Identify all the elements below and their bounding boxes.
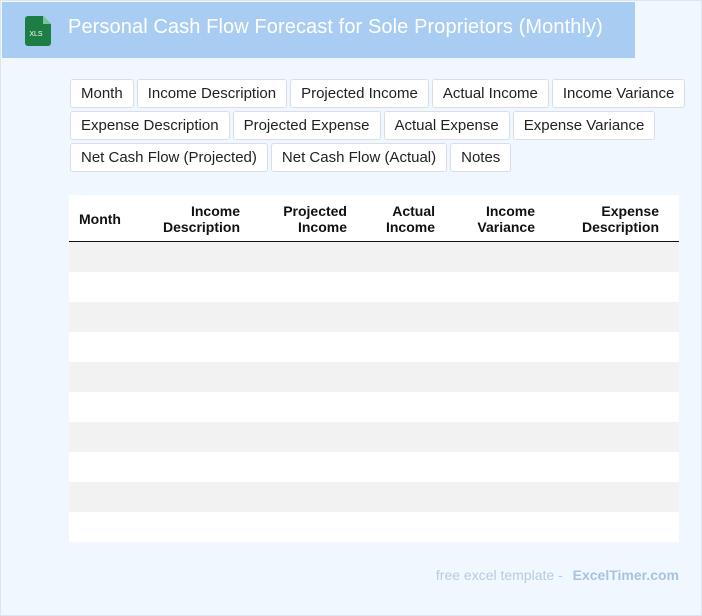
chip-net-cash-flow-projected[interactable]: Net Cash Flow (Projected) — [70, 143, 268, 172]
col-header-income-description: Income Description — [162, 203, 240, 235]
table-body — [69, 242, 679, 542]
table-row[interactable] — [69, 482, 679, 512]
col-header-month: Month — [79, 211, 121, 227]
table-header: Month Income Description Projected Income … — [69, 195, 679, 242]
col-header-projected-income: Projected Income — [283, 203, 347, 235]
footer-credit: free excel template - ExcelTimer.com — [436, 567, 679, 583]
chip-expense-variance[interactable]: Expense Variance — [512, 111, 656, 140]
table-row[interactable] — [69, 512, 679, 542]
col-header-actual-income: Actual Income — [385, 203, 435, 235]
col-header-expense-description: Expense Description — [581, 203, 659, 235]
chip-actual-income[interactable]: Actual Income — [431, 79, 549, 108]
table-row[interactable] — [69, 272, 679, 302]
chip-actual-expense[interactable]: Actual Expense — [383, 111, 510, 140]
table-row[interactable] — [69, 332, 679, 362]
chip-expense-description[interactable]: Expense Description — [70, 111, 230, 140]
title-banner: XLS Personal Cash Flow Forecast for Sole… — [2, 2, 635, 58]
chip-net-cash-flow-actual[interactable]: Net Cash Flow (Actual) — [270, 143, 448, 172]
field-chips: Month Income Description Projected Incom… — [70, 79, 690, 175]
page-title: Personal Cash Flow Forecast for Sole Pro… — [68, 16, 603, 38]
table-row[interactable] — [69, 302, 679, 332]
table-row[interactable] — [69, 452, 679, 482]
xls-file-icon: XLS — [25, 16, 51, 46]
chip-row-3: Net Cash Flow (Projected) Net Cash Flow … — [70, 143, 690, 172]
chip-projected-expense[interactable]: Projected Expense — [232, 111, 381, 140]
chip-notes[interactable]: Notes — [450, 143, 512, 172]
chip-row-2: Expense Description Projected Expense Ac… — [70, 111, 690, 140]
table-row[interactable] — [69, 392, 679, 422]
forecast-table: Month Income Description Projected Income … — [69, 195, 679, 542]
chip-row-1: Month Income Description Projected Incom… — [70, 79, 690, 108]
xls-icon-label: XLS — [29, 31, 43, 38]
chip-projected-income[interactable]: Projected Income — [290, 79, 429, 108]
table-row[interactable] — [69, 362, 679, 392]
chip-income-description[interactable]: Income Description — [136, 79, 288, 108]
table-row[interactable] — [69, 242, 679, 272]
col-header-income-variance: Income Variance — [477, 203, 535, 235]
table-row[interactable] — [69, 422, 679, 452]
footer-brand-link[interactable]: ExcelTimer.com — [572, 567, 679, 583]
chip-month[interactable]: Month — [70, 79, 134, 108]
chip-income-variance[interactable]: Income Variance — [551, 79, 686, 108]
footer-prefix: free excel template - — [435, 567, 563, 583]
